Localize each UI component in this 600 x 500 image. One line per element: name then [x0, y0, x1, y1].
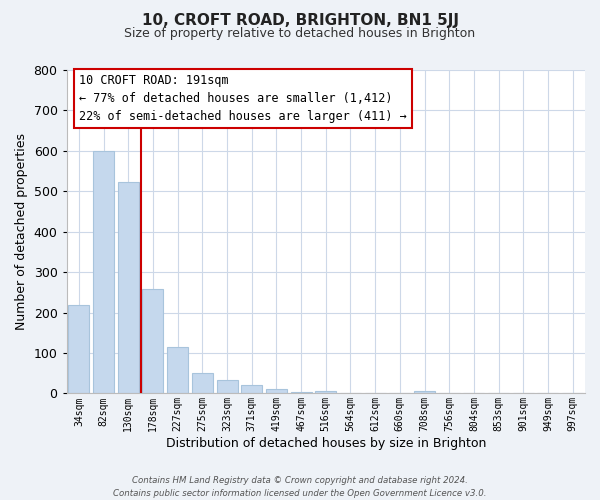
Text: Contains HM Land Registry data © Crown copyright and database right 2024.
Contai: Contains HM Land Registry data © Crown c… [113, 476, 487, 498]
Bar [118, 182, 139, 394]
Text: 10 CROFT ROAD: 191sqm
← 77% of detached houses are smaller (1,412)
22% of semi-d: 10 CROFT ROAD: 191sqm ← 77% of detached … [79, 74, 407, 123]
Bar [167, 347, 188, 394]
Bar [217, 380, 238, 394]
Y-axis label: Number of detached properties: Number of detached properties [15, 133, 28, 330]
Bar [290, 392, 311, 394]
Text: 10, CROFT ROAD, BRIGHTON, BN1 5JJ: 10, CROFT ROAD, BRIGHTON, BN1 5JJ [142, 12, 458, 28]
X-axis label: Distribution of detached houses by size in Brighton: Distribution of detached houses by size … [166, 437, 486, 450]
Bar [93, 151, 114, 394]
Bar [192, 373, 213, 394]
Bar [414, 392, 435, 394]
Bar [266, 390, 287, 394]
Bar [142, 289, 163, 394]
Bar [68, 306, 89, 394]
Bar [315, 390, 336, 394]
Text: Size of property relative to detached houses in Brighton: Size of property relative to detached ho… [124, 28, 476, 40]
Bar [241, 386, 262, 394]
